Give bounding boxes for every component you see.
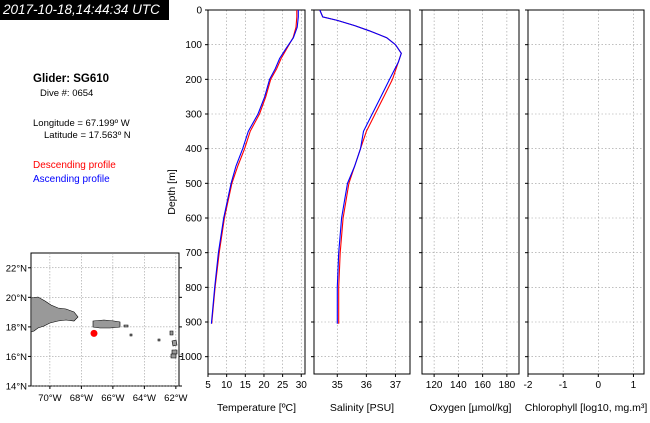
map-lon-label: 66°W xyxy=(101,393,124,404)
descending-profile-line xyxy=(319,9,402,324)
lesser-antilles-land-5 xyxy=(157,338,161,342)
lesser-antilles-land-6 xyxy=(129,333,133,337)
profile-panel: 120 140 160 180 Oxygen [µmol/kg] xyxy=(419,9,520,414)
dive-number: Dive #: 0654 xyxy=(40,88,94,99)
x-tick-label: 30 xyxy=(296,380,308,391)
profile-panel: -2 -1 0 1 Chlorophyll [log10, mg.m³] xyxy=(524,9,648,414)
x-tick-label: 5 xyxy=(205,380,211,391)
map-lon-label: 68°W xyxy=(70,393,93,404)
panel-frame xyxy=(421,9,520,375)
latitude-readout: Latitude = 17.563º N xyxy=(44,130,131,141)
depth-tick-label: 300 xyxy=(185,110,202,121)
map-lon-label: 70°W xyxy=(38,393,61,404)
panel-frame xyxy=(207,9,306,375)
x-tick-label: 160 xyxy=(474,380,491,391)
x-tick-label: 25 xyxy=(277,380,289,391)
depth-tick-label: 800 xyxy=(185,283,202,294)
timestamp-banner: 2017-10-18,14:44:34 UTC xyxy=(0,0,169,20)
lesser-antilles-land-1 xyxy=(169,330,174,336)
map-lat-label: 18°N xyxy=(6,322,27,333)
lesser-antilles-land-3 xyxy=(171,349,178,355)
lesser-antilles-land-4 xyxy=(170,353,177,359)
depth-tick-label: 700 xyxy=(185,248,202,259)
x-tick-label: 35 xyxy=(332,380,344,391)
ascending-profile-line xyxy=(210,10,299,324)
x-tick-label: 140 xyxy=(450,380,467,391)
map-lat-label: 16°N xyxy=(6,352,27,363)
longitude-readout: Longitude = 67.199º W xyxy=(33,118,130,129)
x-tick-label: 180 xyxy=(499,380,516,391)
virgin-islands-land xyxy=(123,324,129,328)
x-axis-label: Chlorophyll [log10, mg.m³] xyxy=(525,402,648,414)
map-lat-label: 22°N xyxy=(6,263,27,274)
panel-frame xyxy=(313,9,411,375)
depth-tick-label: 1000 xyxy=(180,352,203,363)
x-tick-label: 120 xyxy=(426,380,443,391)
depth-tick-label: 900 xyxy=(185,318,202,329)
depth-tick-label: 500 xyxy=(185,179,202,190)
depth-tick-label: 200 xyxy=(185,75,202,86)
x-tick-label: 10 xyxy=(221,380,233,391)
x-axis-label: Oxygen [µmol/kg] xyxy=(430,402,512,414)
x-tick-label: -2 xyxy=(524,380,533,391)
map-lat-label: 14°N xyxy=(6,382,27,393)
x-tick-label: 1 xyxy=(631,380,637,391)
x-tick-label: -1 xyxy=(559,380,568,391)
x-tick-label: 0 xyxy=(596,380,602,391)
depth-tick-label: 600 xyxy=(185,214,202,225)
depth-tick-label: 0 xyxy=(196,6,202,17)
hispaniola-land xyxy=(30,296,79,333)
profile-panel: 35 36 37 Salinity [PSU] xyxy=(311,9,411,414)
glider-position-marker xyxy=(90,329,98,337)
descending-profile-line xyxy=(211,10,298,324)
map-land xyxy=(30,296,178,359)
map-lon-label: 64°W xyxy=(133,393,156,404)
x-tick-label: 36 xyxy=(361,380,373,391)
glider-title: Glider: SG610 xyxy=(33,73,110,85)
map-lon-label: 62°W xyxy=(164,393,187,404)
location-map: 22°N 20°N 18°N 16°N 14°N 70°W 68°W 66°W 64°W 62°W xyxy=(6,252,188,404)
x-tick-label: 15 xyxy=(240,380,252,391)
x-tick-label: 20 xyxy=(258,380,270,391)
panel-frame xyxy=(527,9,645,375)
x-axis-label: Salinity [PSU] xyxy=(330,402,394,414)
lesser-antilles-land-2 xyxy=(171,339,178,347)
x-axis-label: Temperature [ºC] xyxy=(217,402,296,414)
map-lat-label: 20°N xyxy=(6,293,27,304)
map-axis-labels: 22°N 20°N 18°N 16°N 14°N 70°W 68°W 66°W 64°W 62°W xyxy=(6,263,188,404)
ascending-legend: Ascending profile xyxy=(33,174,110,185)
depth-tick-label: 400 xyxy=(185,144,202,155)
x-tick-label: 37 xyxy=(390,380,402,391)
descending-legend: Descending profile xyxy=(33,160,116,171)
puerto-rico-land xyxy=(92,319,121,329)
ascending-profile-line xyxy=(319,9,402,324)
y-axis-label: Depth [m] xyxy=(166,169,178,215)
depth-tick-label: 100 xyxy=(185,40,202,51)
